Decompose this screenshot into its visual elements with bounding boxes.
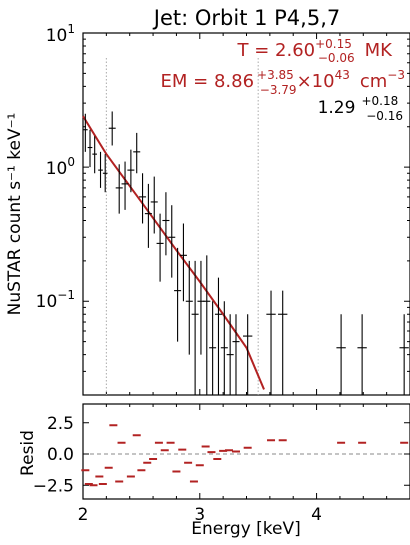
svg-text:10−1: 10−1 [36,288,75,312]
data-point [226,314,234,395]
data-point [232,314,240,395]
chart-title: Jet: Orbit 1 P4,5,7 [152,6,340,30]
tick-base: 10 [36,292,58,312]
data-point [139,173,147,224]
em-value: 8.86 [214,71,254,92]
x-tick-label: 4 [311,505,322,525]
data-point [203,255,211,395]
residual-plot-frame [82,403,410,500]
svg-text:100: 100 [46,155,75,179]
data-point [127,149,135,193]
y-tick-label-residual: −2.5 [33,476,74,496]
data-point [191,260,199,395]
em-upper: +3.85 [257,68,294,82]
data-point [144,183,152,248]
t-upper: +0.15 [315,37,352,51]
tick-exp: 1 [67,22,75,36]
em-unit-exp: −3 [387,68,405,82]
svg-text:101: 101 [46,22,75,46]
data-point [98,151,103,188]
y-tick-label-top-10-0: 100 [46,155,75,179]
data-point [150,176,158,234]
y-tick-label-residual: 0.0 [47,445,74,465]
t-unit: MK [365,40,394,61]
data-point [278,290,288,395]
data-point [399,314,409,395]
residual-plot-marks: 2.5 0.0 −2.52 3 4 [33,404,410,525]
x-axis-label: Energy [keV] [191,519,301,539]
em-times: ×10 [297,71,335,92]
y-tick-label-top-10-1: 101 [46,22,75,46]
y-axis-label-top: NuSTAR count s⁻¹ keV⁻¹ [5,113,25,316]
third-value: 1.29 [318,98,356,118]
em-exp: 43 [335,68,350,82]
top-plot-marks [82,32,410,396]
em-unit: cm [360,71,387,92]
data-point [220,301,228,395]
third-upper: +0.18 [361,94,398,108]
data-point [214,277,222,395]
data-point [156,213,164,282]
data-point [121,161,129,210]
y-tick-label-top-10-neg1: 10−1 [36,288,75,312]
x-tick-label: 3 [194,505,205,525]
data-point [87,129,93,168]
t-prefix: T = [236,40,275,61]
annotation-emission-measure: EM = 8.86 +3.85 −3.79×1043 cm−3 [161,68,406,97]
tick-exp: −1 [57,288,75,302]
data-point [266,290,276,395]
data-point [168,205,176,278]
em-lower: −3.79 [260,83,297,97]
data-point [108,111,116,146]
x-tick-label: 2 [78,505,89,525]
t-value: 2.60 [275,40,315,61]
annotation-temperature: T = 2.60+0.15 −0.06 MK [236,37,393,65]
tick-base: 10 [46,26,68,46]
data-point [162,192,170,256]
data-point [102,154,108,193]
data-point [115,164,123,214]
annotation-third-value: 1.29 +0.18 −0.16 [318,94,403,123]
data-point [83,113,88,152]
data-point [179,223,187,302]
data-point [336,314,346,395]
em-prefix: EM = [161,71,214,92]
third-lower: −0.16 [366,109,403,123]
y-tick-label-residual: 2.5 [47,414,74,434]
tick-base: 10 [46,159,68,179]
t-lower: −0.06 [318,51,355,65]
data-point [133,132,141,174]
data-point [209,301,217,395]
data-point [197,260,205,355]
data-point [92,136,98,174]
data-point [242,314,253,395]
y-axis-label-residual: Resid [18,430,38,476]
tick-exp: 0 [67,155,75,169]
data-point [357,314,367,395]
data-point [185,260,193,355]
data-point [174,247,182,342]
model-curve [82,115,265,390]
